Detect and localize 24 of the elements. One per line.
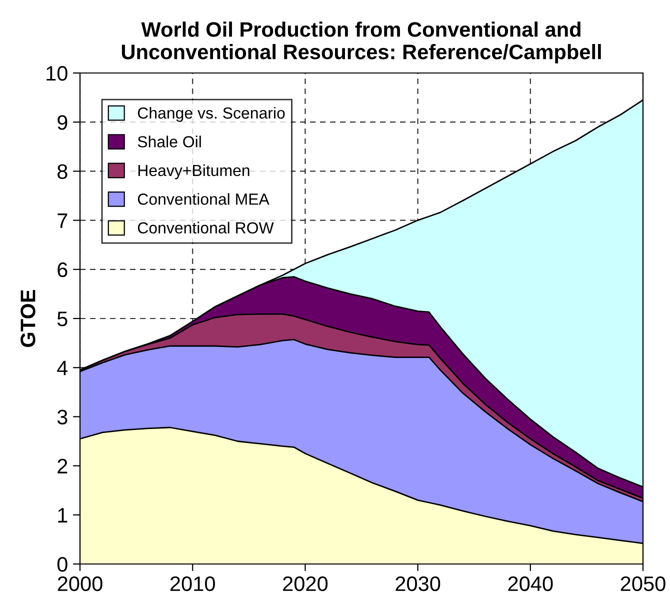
x-tick-label: 2050 [620,576,666,592]
x-tick-label: 2000 [58,576,102,592]
legend-label: Conventional ROW [138,222,274,234]
y-tick-label: 6 [58,262,68,278]
legend-label: Change vs. Scenario [138,106,285,122]
y-tick-label: 7 [58,214,68,228]
x-tick-label: 2030 [396,576,440,592]
x-tick-label: 2040 [508,576,553,592]
y-tick-label: 2 [58,458,68,474]
y-tick-label: 9 [58,115,68,130]
legend-label: Conventional MEA [138,193,270,205]
legend-label: Heavy+Bitumen [138,164,250,180]
y-tick-label: 3 [57,410,68,424]
y-tick-label: 5 [57,312,68,326]
y-tick-label: 8 [58,164,68,179]
chart-title: World Oil Production from Conventional and Unconventional Resources: Reference/Campbell [122,22,601,64]
y-tick-label: 1 [58,508,68,522]
y-axis-title: GTOE [20,290,36,347]
legend-label: Shale Oil [138,136,201,148]
y-tick-label: 4 [57,360,68,376]
y-tick-label: 0 [57,557,68,572]
y-tick-label: 10 [46,66,68,81]
x-tick-label: 2020 [283,576,328,592]
x-tick-label: 2010 [170,576,215,592]
